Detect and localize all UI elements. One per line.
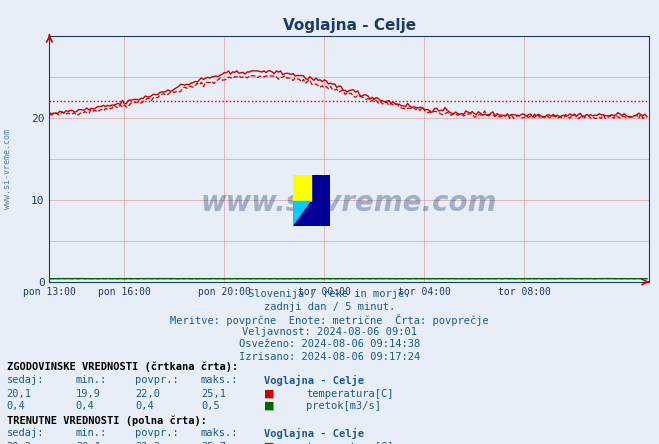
Polygon shape bbox=[293, 175, 312, 201]
Text: min.:: min.: bbox=[76, 428, 107, 439]
Title: Voglajna - Celje: Voglajna - Celje bbox=[283, 18, 416, 33]
Text: 20,1: 20,1 bbox=[76, 442, 101, 444]
Polygon shape bbox=[293, 201, 312, 226]
Text: 19,9: 19,9 bbox=[76, 388, 101, 399]
Text: ■: ■ bbox=[264, 401, 274, 411]
Text: povpr.:: povpr.: bbox=[135, 375, 179, 385]
Text: 0,4: 0,4 bbox=[7, 401, 25, 411]
Text: temperatura[C]: temperatura[C] bbox=[306, 388, 394, 399]
Text: TRENUTNE VREDNOSTI (polna črta):: TRENUTNE VREDNOSTI (polna črta): bbox=[7, 415, 206, 426]
Text: 20,1: 20,1 bbox=[7, 388, 32, 399]
Bar bbox=[312, 175, 330, 226]
Text: 20,3: 20,3 bbox=[7, 442, 32, 444]
Text: www.si-vreme.com: www.si-vreme.com bbox=[201, 189, 498, 217]
Text: 0,4: 0,4 bbox=[76, 401, 94, 411]
Bar bbox=[293, 201, 312, 226]
Text: 25,7: 25,7 bbox=[201, 442, 226, 444]
Text: ■: ■ bbox=[264, 442, 274, 444]
Text: Osveženo: 2024-08-06 09:14:38: Osveženo: 2024-08-06 09:14:38 bbox=[239, 339, 420, 349]
Text: ■: ■ bbox=[264, 388, 274, 399]
Text: sedaj:: sedaj: bbox=[7, 428, 44, 439]
Text: maks.:: maks.: bbox=[201, 375, 239, 385]
Text: Izrisano: 2024-08-06 09:17:24: Izrisano: 2024-08-06 09:17:24 bbox=[239, 352, 420, 362]
Text: www.si-vreme.com: www.si-vreme.com bbox=[3, 129, 13, 209]
Text: Voglajna - Celje: Voglajna - Celje bbox=[264, 375, 364, 386]
Text: Voglajna - Celje: Voglajna - Celje bbox=[264, 428, 364, 440]
Text: Meritve: povprčne  Enote: metrične  Črta: povprečje: Meritve: povprčne Enote: metrične Črta: … bbox=[170, 314, 489, 326]
Text: 22,2: 22,2 bbox=[135, 442, 160, 444]
Text: 0,4: 0,4 bbox=[135, 401, 154, 411]
Text: 22,0: 22,0 bbox=[135, 388, 160, 399]
Bar bbox=[293, 175, 312, 201]
Text: 25,1: 25,1 bbox=[201, 388, 226, 399]
Text: Slovenija / reke in morje.: Slovenija / reke in morje. bbox=[248, 289, 411, 300]
Text: maks.:: maks.: bbox=[201, 428, 239, 439]
Text: sedaj:: sedaj: bbox=[7, 375, 44, 385]
Text: ZGODOVINSKE VREDNOSTI (črtkana črta):: ZGODOVINSKE VREDNOSTI (črtkana črta): bbox=[7, 362, 238, 373]
Text: min.:: min.: bbox=[76, 375, 107, 385]
Text: 0,5: 0,5 bbox=[201, 401, 219, 411]
Text: temperatura[C]: temperatura[C] bbox=[306, 442, 394, 444]
Text: zadnji dan / 5 minut.: zadnji dan / 5 minut. bbox=[264, 302, 395, 312]
Text: Veljavnost: 2024-08-06 09:01: Veljavnost: 2024-08-06 09:01 bbox=[242, 327, 417, 337]
Text: povpr.:: povpr.: bbox=[135, 428, 179, 439]
Text: pretok[m3/s]: pretok[m3/s] bbox=[306, 401, 382, 411]
